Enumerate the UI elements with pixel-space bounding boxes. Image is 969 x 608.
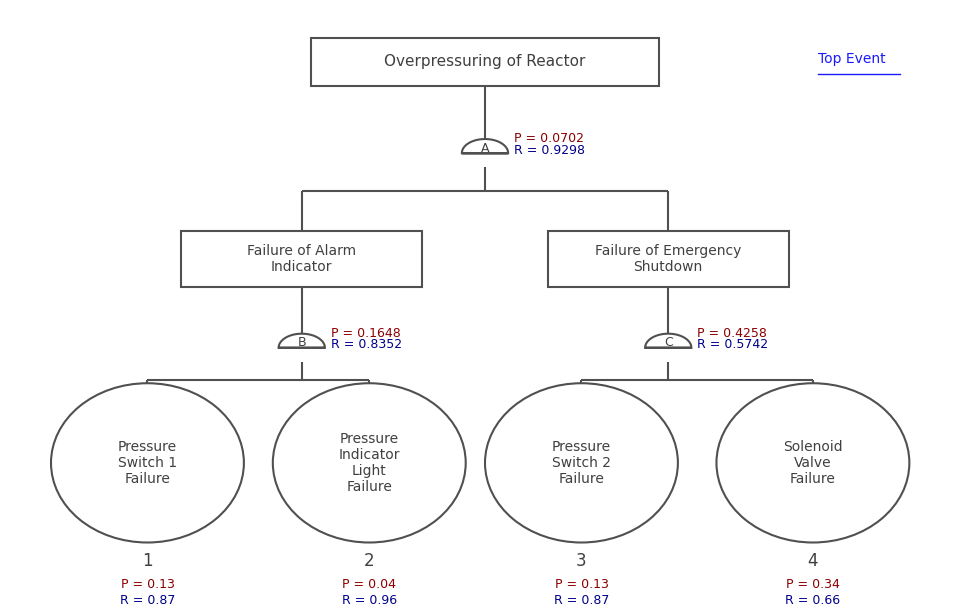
- Text: P = 0.04: P = 0.04: [342, 578, 396, 592]
- Text: Pressure
Indicator
Light
Failure: Pressure Indicator Light Failure: [338, 432, 399, 494]
- Text: 1: 1: [142, 553, 152, 570]
- FancyBboxPatch shape: [547, 232, 788, 288]
- Text: P = 0.4258: P = 0.4258: [697, 326, 766, 340]
- Text: R = 0.8352: R = 0.8352: [330, 339, 401, 351]
- Text: R = 0.66: R = 0.66: [785, 594, 839, 607]
- Ellipse shape: [716, 383, 908, 542]
- Text: R = 0.87: R = 0.87: [119, 594, 175, 607]
- Text: R = 0.9298: R = 0.9298: [514, 143, 584, 157]
- Text: Pressure
Switch 2
Failure: Pressure Switch 2 Failure: [551, 440, 610, 486]
- Text: Top Event: Top Event: [817, 52, 885, 66]
- Text: Failure of Alarm
Indicator: Failure of Alarm Indicator: [247, 244, 356, 274]
- Text: Failure of Emergency
Shutdown: Failure of Emergency Shutdown: [594, 244, 740, 274]
- Text: Pressure
Switch 1
Failure: Pressure Switch 1 Failure: [118, 440, 176, 486]
- Text: R = 0.87: R = 0.87: [553, 594, 609, 607]
- FancyBboxPatch shape: [311, 38, 658, 86]
- Polygon shape: [644, 334, 691, 348]
- Polygon shape: [461, 139, 508, 153]
- Text: P = 0.13: P = 0.13: [554, 578, 608, 592]
- Text: P = 0.13: P = 0.13: [120, 578, 174, 592]
- Text: 3: 3: [576, 553, 586, 570]
- Text: B: B: [297, 336, 306, 350]
- Ellipse shape: [484, 383, 677, 542]
- Text: C: C: [663, 336, 672, 350]
- Text: A: A: [481, 142, 488, 155]
- Text: P = 0.34: P = 0.34: [785, 578, 839, 592]
- Text: P = 0.1648: P = 0.1648: [330, 326, 400, 340]
- Text: R = 0.96: R = 0.96: [341, 594, 396, 607]
- Text: R = 0.5742: R = 0.5742: [697, 339, 767, 351]
- Text: P = 0.0702: P = 0.0702: [514, 132, 583, 145]
- Text: 2: 2: [363, 553, 374, 570]
- Ellipse shape: [51, 383, 243, 542]
- Ellipse shape: [272, 383, 465, 542]
- Text: 4: 4: [807, 553, 817, 570]
- Text: Overpressuring of Reactor: Overpressuring of Reactor: [384, 54, 585, 69]
- Text: Solenoid
Valve
Failure: Solenoid Valve Failure: [782, 440, 842, 486]
- FancyBboxPatch shape: [181, 232, 422, 288]
- Polygon shape: [278, 334, 325, 348]
